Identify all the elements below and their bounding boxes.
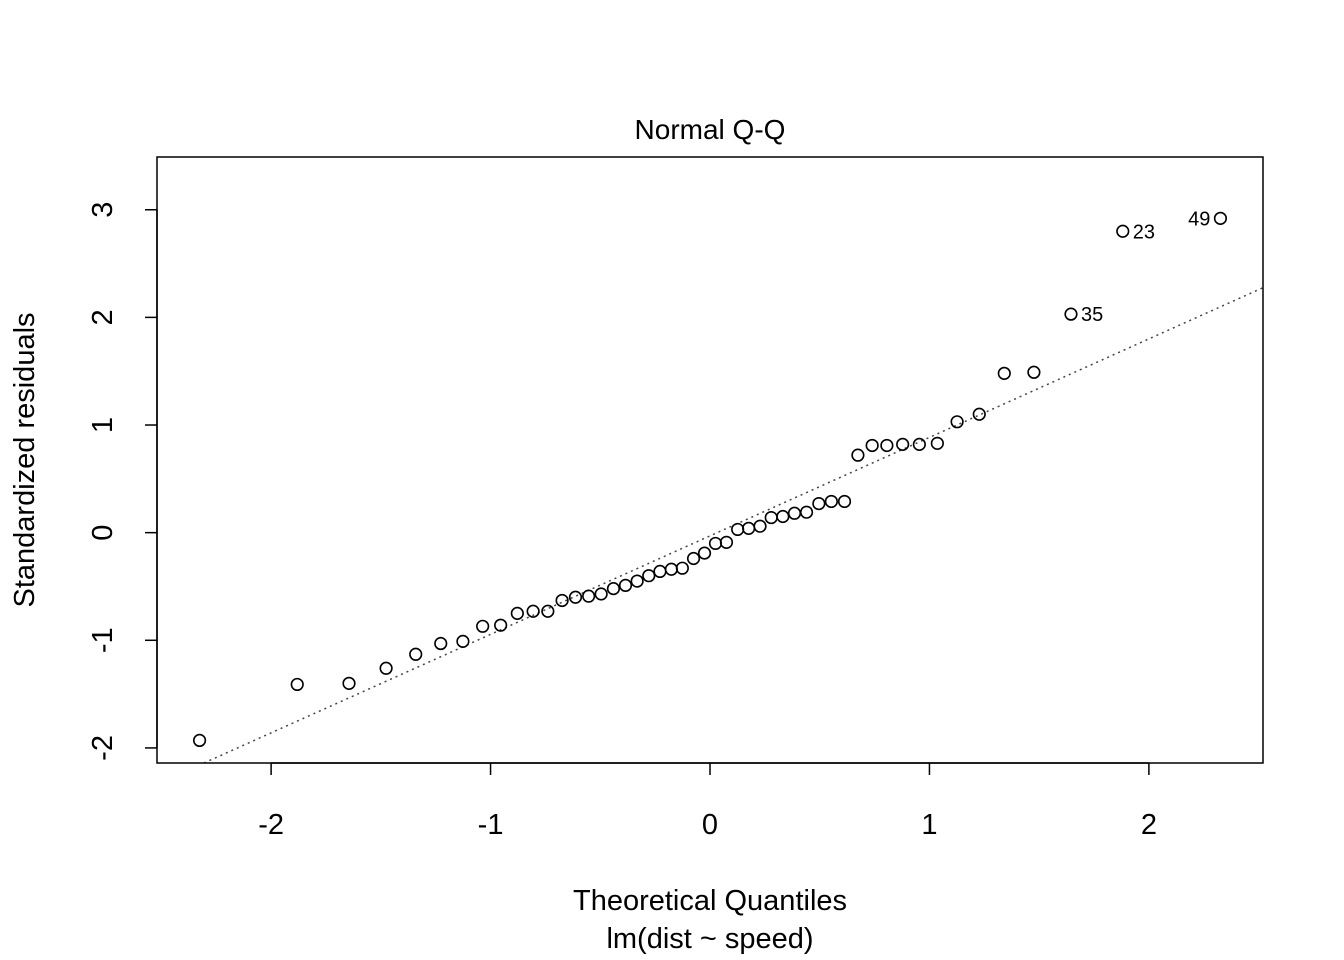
data-point [776, 509, 790, 524]
data-point [192, 733, 207, 747]
x-axis-subtitle: lm(dist ~ speed) [606, 923, 813, 955]
data-point [618, 578, 633, 592]
data-point [865, 438, 879, 453]
data-point [686, 551, 701, 566]
y-tick-label: 2 [87, 309, 119, 325]
point-label: 23 [1133, 221, 1155, 243]
data-point [1027, 365, 1041, 379]
data-point [526, 604, 540, 618]
data-point [753, 519, 767, 533]
data-point [456, 634, 470, 648]
point-label: 49 [1188, 208, 1210, 230]
y-tick-label: -2 [87, 735, 119, 761]
x-axis: -2 -1 0 1 2 [258, 762, 1157, 841]
x-tick-label: -2 [258, 809, 284, 841]
data-point [434, 636, 448, 651]
point-labels-layer: 35 23 49 [1081, 208, 1210, 326]
data-point [719, 535, 734, 549]
chart-title: Normal Q-Q [635, 114, 786, 145]
point-label: 35 [1081, 304, 1103, 326]
points-layer [192, 211, 1228, 747]
data-point [606, 582, 621, 596]
data-point [675, 561, 689, 575]
y-tick-label: 0 [87, 525, 119, 541]
data-point [1116, 224, 1130, 238]
x-tick-label: 0 [702, 809, 718, 841]
y-axis-title: Standardized residuals [9, 312, 41, 607]
data-point [896, 437, 910, 451]
y-tick-label: 1 [87, 417, 119, 433]
y-tick-label: 3 [87, 202, 119, 218]
data-point [494, 618, 508, 632]
x-tick-label: 1 [921, 809, 937, 841]
reference-line [203, 287, 1264, 764]
data-point [837, 494, 852, 509]
data-point [630, 574, 644, 588]
data-point [1064, 307, 1078, 321]
data-point [912, 437, 926, 451]
data-point [342, 676, 356, 690]
data-point [930, 436, 944, 450]
data-point [697, 546, 712, 560]
reference-line-layer [203, 287, 1264, 764]
data-point [799, 505, 814, 519]
data-point [824, 494, 838, 509]
data-point [541, 604, 555, 618]
data-point [851, 448, 865, 462]
x-tick-label: 2 [1141, 809, 1157, 841]
data-point [510, 606, 524, 620]
data-point [409, 647, 423, 661]
data-point [812, 496, 826, 511]
data-point [1213, 211, 1228, 225]
y-tick-label: -1 [87, 627, 119, 653]
data-point [476, 619, 490, 633]
x-axis-title: Theoretical Quantiles [573, 885, 847, 917]
data-point [379, 661, 393, 675]
data-point [568, 590, 583, 604]
data-point [642, 569, 656, 583]
data-point [997, 366, 1011, 380]
y-axis: -2 -1 0 1 2 3 [87, 202, 158, 761]
data-point [950, 415, 964, 429]
data-point [880, 438, 894, 453]
data-point [582, 589, 596, 603]
data-point [972, 407, 986, 421]
data-point [555, 593, 569, 608]
data-point [290, 677, 304, 692]
x-tick-label: -1 [478, 809, 504, 841]
data-point [594, 587, 608, 601]
